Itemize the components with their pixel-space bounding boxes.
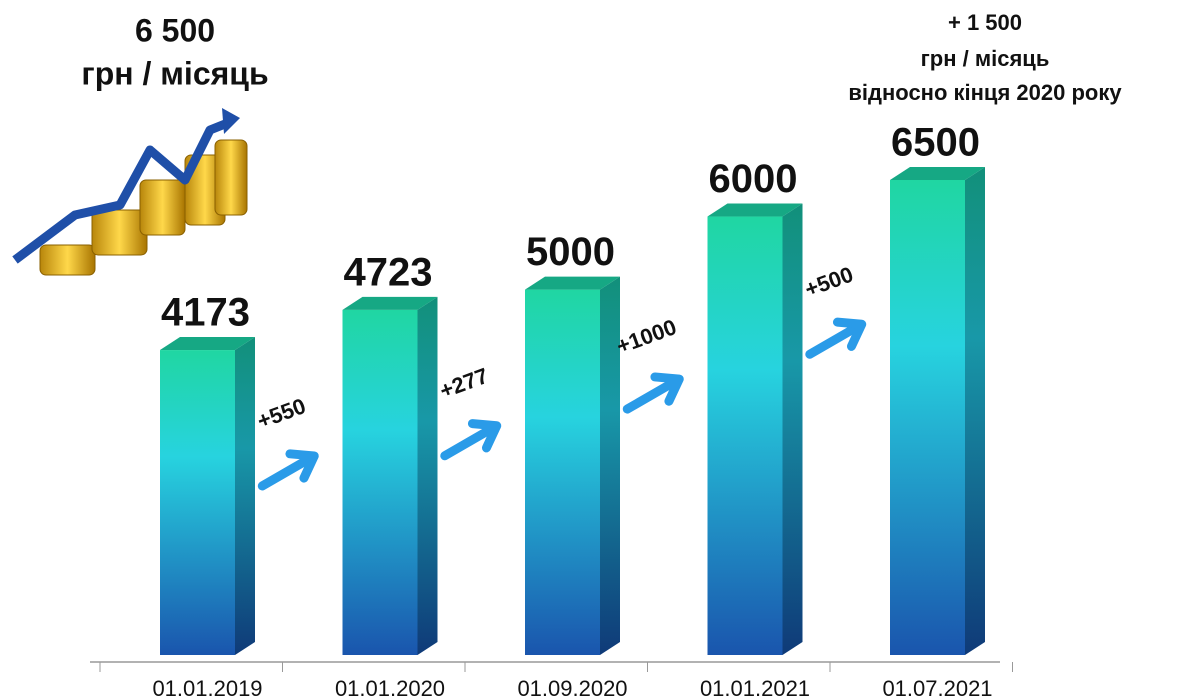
arrow-head — [285, 449, 319, 483]
increment-arrow — [805, 317, 867, 359]
arrow-head — [832, 317, 867, 351]
bar-top — [525, 276, 620, 290]
bar-top — [342, 296, 438, 310]
bar-side — [965, 167, 985, 655]
bar — [160, 337, 255, 655]
x-tick-label: 01.07.2021 — [882, 676, 992, 700]
bar-front — [160, 350, 235, 655]
coins-illustration — [12, 108, 248, 276]
bar-front — [890, 180, 965, 655]
x-tick-label: 01.09.2020 — [517, 676, 627, 700]
arrow-head — [467, 419, 502, 453]
bar-front — [342, 309, 418, 655]
note-text: відносно кінця 2020 року — [848, 80, 1122, 105]
data-label: 4173 — [161, 291, 250, 335]
bar — [707, 203, 803, 656]
bar — [525, 276, 620, 655]
arrow-head — [650, 372, 684, 406]
bar-front — [525, 289, 600, 655]
bar-side — [235, 337, 255, 655]
headline-unit: грн / місяць — [81, 55, 268, 91]
increment-label: +1000 — [613, 314, 680, 359]
x-tick-label: 01.01.2020 — [335, 676, 445, 700]
bar-side — [600, 276, 620, 655]
bar-top — [890, 167, 985, 180]
x-tick-label: 01.01.2019 — [152, 676, 262, 700]
data-label: 5000 — [526, 230, 615, 274]
bar-front — [707, 216, 783, 656]
data-label: 6500 — [891, 121, 980, 165]
data-label: 4723 — [344, 250, 433, 294]
note-amount: + 1 500 — [948, 10, 1022, 35]
arrow-shaft — [440, 424, 497, 461]
bar-top — [707, 203, 803, 217]
x-tick-label: 01.01.2021 — [700, 676, 810, 700]
bar-top — [160, 337, 255, 351]
increment-arrow — [440, 419, 502, 461]
arrow-shaft — [257, 454, 314, 491]
bar — [890, 167, 985, 655]
note-unit: грн / місяць — [921, 46, 1050, 71]
bar-side — [782, 203, 803, 656]
headline-amount: 6 500 — [135, 12, 215, 48]
increment-arrow — [622, 372, 684, 414]
bar-side — [417, 296, 438, 655]
increment-label: +550 — [254, 393, 309, 433]
increment-label: +500 — [801, 261, 856, 301]
bar — [342, 296, 438, 655]
arrow-shaft — [805, 322, 862, 359]
increment-arrow — [257, 449, 319, 491]
arrow-shaft — [622, 377, 679, 414]
increment-label: +277 — [436, 363, 491, 403]
data-label: 6000 — [709, 157, 798, 201]
